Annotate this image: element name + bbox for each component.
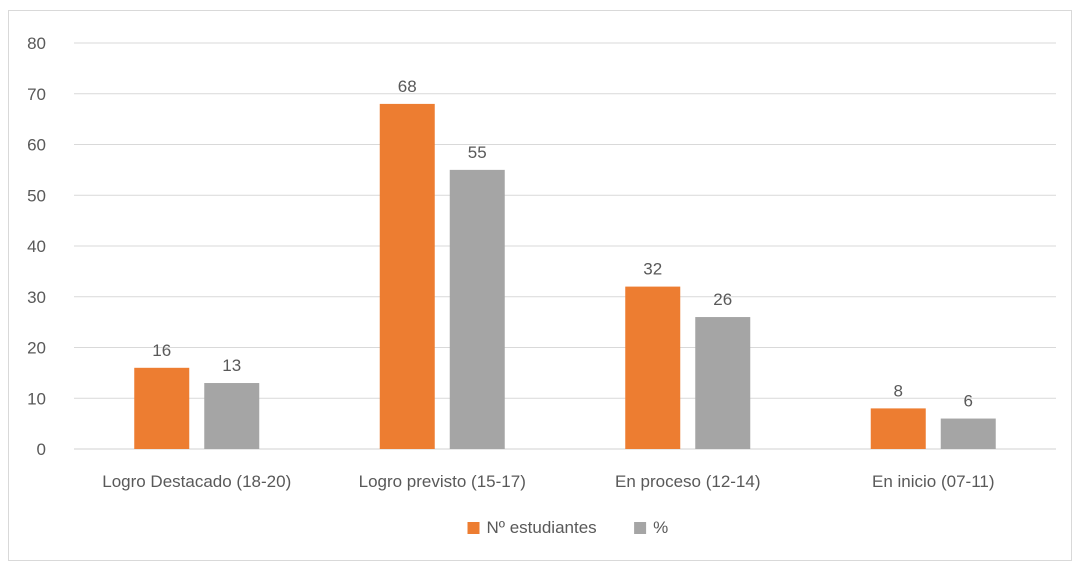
bar xyxy=(625,286,681,449)
x-tick-label: En proceso (12-14) xyxy=(615,472,761,491)
bar xyxy=(940,418,996,449)
y-tick-label: 30 xyxy=(27,288,46,307)
data-label: 55 xyxy=(468,143,487,162)
legend-label: Nº estudiantes xyxy=(487,518,597,537)
y-tick-label: 70 xyxy=(27,85,46,104)
bar xyxy=(695,317,751,449)
chart-frame xyxy=(8,10,1072,561)
y-tick-label: 10 xyxy=(27,389,46,408)
bar xyxy=(449,169,505,449)
y-tick-label: 0 xyxy=(37,440,46,459)
x-tick-label: En inicio (07-11) xyxy=(872,472,995,491)
legend-swatch xyxy=(467,522,480,534)
y-axis-ticks: 0 10 20 30 40 50 60 70 80 xyxy=(27,34,46,459)
bar xyxy=(379,103,435,450)
bars xyxy=(134,103,996,450)
data-label: 26 xyxy=(713,290,732,309)
y-tick-label: 20 xyxy=(27,339,46,358)
x-axis-ticks: Logro Destacado (18-20) Logro previsto (1… xyxy=(102,472,994,491)
y-tick-label: 50 xyxy=(27,186,46,205)
legend-swatch xyxy=(634,522,647,534)
data-label: 13 xyxy=(222,356,241,375)
data-labels: 16 13 68 55 32 26 8 6 xyxy=(152,77,973,411)
y-tick-label: 60 xyxy=(27,136,46,155)
x-tick-label: Logro Destacado (18-20) xyxy=(102,472,291,491)
x-tick-label: Logro previsto (15-17) xyxy=(359,472,526,491)
data-label: 6 xyxy=(964,392,973,411)
data-label: 68 xyxy=(398,77,417,96)
y-tick-label: 40 xyxy=(27,237,46,256)
data-label: 16 xyxy=(152,341,171,360)
bar xyxy=(870,408,926,449)
bar xyxy=(134,367,190,449)
bar xyxy=(204,383,260,449)
data-label: 32 xyxy=(643,260,662,279)
y-tick-label: 80 xyxy=(27,34,46,53)
legend-label: % xyxy=(653,518,668,537)
legend: Nº estudiantes% xyxy=(467,518,668,537)
data-label: 8 xyxy=(894,381,903,400)
